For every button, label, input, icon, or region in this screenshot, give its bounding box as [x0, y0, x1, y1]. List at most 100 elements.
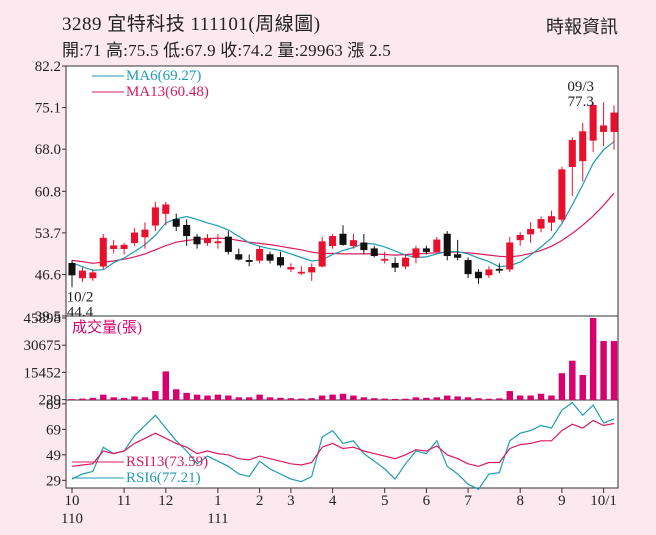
- volume-bar: [339, 393, 347, 400]
- volume-bar: [152, 391, 159, 400]
- volume-bar: [110, 397, 117, 400]
- candle-body: [381, 258, 389, 261]
- volume-bar: [329, 394, 336, 400]
- volume-bar: [183, 392, 190, 400]
- x-tick-label: 10: [65, 493, 80, 509]
- x-tick-label: 2: [256, 493, 264, 509]
- volume-bar: [214, 394, 222, 400]
- ma13-legend-label: MA13(60.48): [126, 84, 209, 100]
- candle-body: [120, 244, 128, 249]
- volume-bar: [402, 398, 409, 400]
- volume-bar: [443, 395, 451, 400]
- rsi6-legend-label: RSI6(77.21): [126, 470, 201, 486]
- candle-body: [266, 254, 274, 261]
- candle-body: [516, 234, 524, 241]
- rsi-y-tick-label: 29: [46, 473, 61, 489]
- volume-bar: [68, 399, 76, 400]
- volume-bar: [193, 394, 201, 400]
- candle-body: [256, 248, 264, 261]
- volume-bar: [433, 397, 441, 400]
- volume-bar: [381, 398, 388, 400]
- volume-bar: [527, 395, 534, 400]
- volume-bar: [350, 395, 357, 400]
- candle-body: [370, 248, 378, 256]
- volume-bar: [610, 341, 618, 400]
- volume-bar: [423, 397, 430, 400]
- candle-body: [214, 241, 222, 244]
- candle-body: [537, 219, 545, 229]
- x-tick-label: 4: [329, 493, 337, 509]
- x-tick-label: 3: [287, 493, 295, 509]
- candle-body: [162, 204, 170, 214]
- chart-title: 3289 宜特科技 111101(周線圖): [62, 14, 321, 35]
- candle-body: [402, 257, 410, 267]
- candle-body: [297, 271, 305, 274]
- volume-bar: [308, 398, 315, 400]
- volume-bar: [225, 395, 232, 400]
- x-tick-label: 6: [423, 493, 431, 509]
- candle-body: [349, 240, 357, 247]
- volume-bar: [141, 397, 149, 400]
- volume-y-tick-label: 45898: [24, 311, 62, 327]
- x-tick-label: 12: [158, 493, 173, 509]
- volume-bar: [298, 398, 305, 400]
- volume-bar: [579, 374, 586, 400]
- candle-body: [464, 260, 472, 275]
- candle-body: [454, 254, 462, 258]
- price-y-tick-label: 82.2: [35, 59, 61, 75]
- price-y-tick-label: 39.5: [35, 309, 61, 325]
- x-tick-label: 5: [381, 493, 389, 509]
- candle-body: [433, 239, 441, 252]
- candle-body: [339, 233, 347, 245]
- price-y-tick-label: 68.0: [35, 142, 61, 158]
- volume-bar: [391, 398, 399, 400]
- x-tick-label: 9: [558, 493, 566, 509]
- volume-bar: [256, 394, 263, 400]
- volume-bar: [172, 389, 180, 400]
- volume-bar: [371, 398, 378, 400]
- candle-body: [443, 233, 451, 256]
- candle-body: [203, 237, 212, 244]
- plot-frame: [65, 65, 619, 489]
- candle-body: [235, 254, 243, 260]
- volume-y-tick-label: 15452: [24, 365, 62, 381]
- x-tick-label: 10/1: [590, 493, 617, 509]
- volume-bar: [235, 397, 243, 400]
- low-annotation: 10/2: [67, 289, 94, 305]
- candle-body: [589, 104, 597, 141]
- rsi13-line: [71, 419, 615, 467]
- volume-bar: [475, 398, 482, 400]
- candle-body: [245, 260, 253, 262]
- volume-bar: [131, 396, 138, 400]
- volume-bar: [79, 398, 86, 400]
- x-tick-label: 1: [214, 493, 222, 509]
- candle-body: [547, 216, 555, 223]
- candle-body: [610, 112, 618, 132]
- candle-body: [485, 269, 493, 276]
- volume-y-tick-label: 229: [39, 393, 62, 409]
- rsi-y-tick-label: 69: [46, 422, 61, 438]
- candle-body: [172, 219, 180, 227]
- volume-bar: [162, 371, 170, 400]
- volume-bar: [266, 397, 274, 400]
- price-y-tick-label: 53.7: [35, 226, 62, 242]
- volume-panel-label: 成交量(張): [72, 318, 142, 336]
- candle-body: [131, 232, 139, 244]
- candle-body: [422, 248, 430, 252]
- x-tick-label: 7: [464, 493, 472, 509]
- candle-body: [99, 237, 107, 267]
- candle-body: [558, 169, 566, 220]
- volume-bar: [412, 397, 420, 400]
- volume-bar: [516, 395, 524, 400]
- candle-body: [89, 272, 97, 279]
- volume-bar: [548, 395, 555, 400]
- ma6-line: [71, 141, 615, 271]
- volume-bar: [204, 395, 211, 400]
- volume-bar: [100, 394, 107, 400]
- low-annotation: 44.4: [67, 304, 94, 320]
- high-annotation: 09/3: [567, 79, 594, 95]
- x-year-label: 110: [61, 511, 83, 527]
- candle-body: [527, 229, 535, 235]
- volume-bar: [464, 397, 472, 400]
